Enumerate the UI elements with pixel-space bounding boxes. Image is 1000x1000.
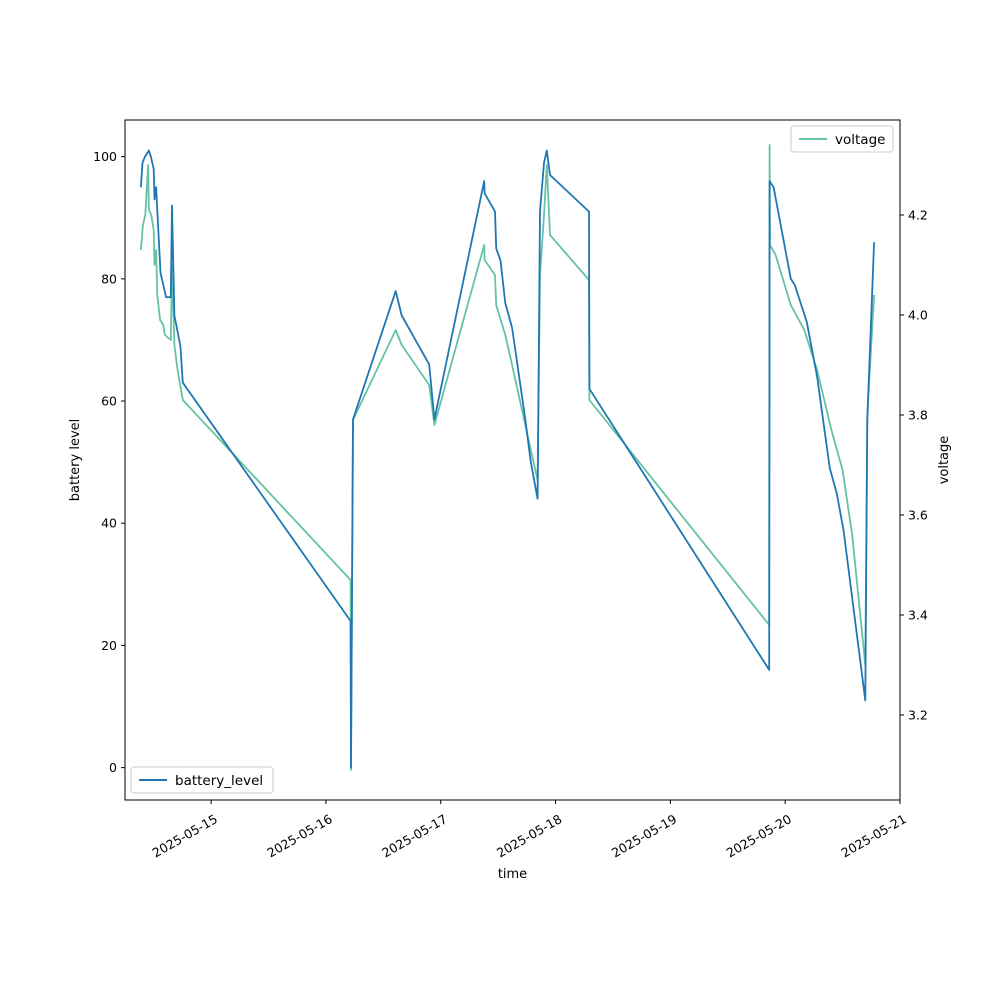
y2-tick-label: 3.6	[908, 508, 928, 523]
y2-tick-label: 3.8	[908, 408, 928, 423]
x-tick-label: 2025-05-16	[264, 811, 334, 860]
y2-axis-label: voltage	[937, 436, 952, 485]
legend-box	[790, 125, 894, 153]
legend-label: battery_level	[175, 773, 263, 789]
series-line-battery-level	[140, 149, 875, 769]
legend-layer: battery_level voltage	[130, 125, 894, 794]
series-line-voltage	[140, 144, 875, 771]
plot-frame	[124, 119, 901, 801]
y-tick-label: 60	[101, 394, 117, 409]
y-tick-label: 100	[93, 149, 117, 164]
y-tick-label: 80	[101, 271, 117, 286]
y-axis-label: battery level	[68, 419, 83, 502]
x-tick-label: 2025-05-17	[379, 811, 449, 860]
x-axis-label: time	[498, 867, 527, 882]
legend-box	[130, 766, 274, 794]
x-tick-label: 2025-05-18	[494, 811, 564, 860]
legend-label: voltage	[835, 132, 885, 148]
legend-voltage: voltage	[790, 125, 894, 153]
y-tick-label: 0	[109, 760, 117, 775]
x-tick-label: 2025-05-19	[609, 811, 679, 860]
y-tick-label: 20	[101, 638, 117, 653]
x-tick-label: 2025-05-21	[838, 811, 908, 860]
y2-tick-label: 4.0	[908, 308, 928, 323]
y2-tick-label: 4.2	[908, 208, 928, 223]
series-layer	[140, 144, 875, 771]
x-tick-label: 2025-05-20	[724, 811, 794, 860]
y-tick-label: 40	[101, 516, 117, 531]
y2-tick-label: 3.2	[908, 708, 928, 723]
y2-tick-label: 3.4	[908, 608, 928, 623]
x-tick-label: 2025-05-15	[150, 811, 220, 860]
legend-battery-level: battery_level	[130, 766, 274, 794]
